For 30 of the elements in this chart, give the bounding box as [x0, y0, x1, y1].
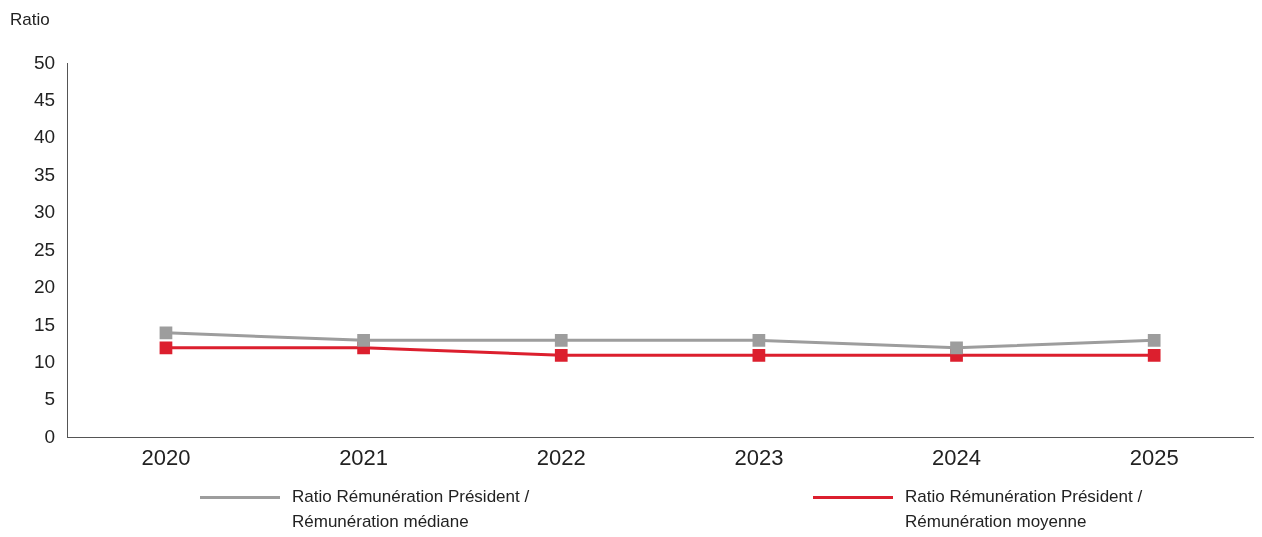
x-tick-label: 2021 — [339, 444, 389, 470]
point — [752, 333, 766, 347]
y-tick-label: 15 — [33, 313, 56, 335]
y-tick-label: 45 — [33, 89, 56, 111]
legend-label: Ratio Rémunération Président / Rémunération moyenne — [905, 486, 1144, 533]
point — [159, 341, 173, 355]
y-tick-label: 25 — [33, 238, 56, 260]
x-tick-label: 2023 — [734, 444, 784, 470]
point — [357, 333, 370, 347]
point — [1147, 333, 1161, 347]
point — [950, 341, 963, 355]
y-axis-title: Ratio — [10, 10, 50, 30]
y-tick-label: 10 — [33, 350, 56, 372]
point — [554, 333, 568, 347]
point — [752, 348, 766, 362]
x-tick-label: 2020 — [141, 444, 191, 470]
x-tick-label: 2025 — [1129, 444, 1179, 470]
point — [1147, 348, 1161, 362]
y-tick-label: 20 — [33, 276, 56, 298]
x-tick-label: 2022 — [536, 444, 586, 470]
x-tick-label: 2024 — [932, 444, 982, 470]
y-tick-label: 5 — [44, 388, 56, 410]
y-tick-label: 50 — [33, 51, 56, 73]
y-tick-label: 40 — [33, 126, 56, 148]
y-tick-label: 30 — [33, 201, 56, 223]
legend-label: Ratio Rémunération Président / Rémunération médiane — [292, 486, 531, 533]
y-tick-label: 0 — [44, 425, 56, 447]
point — [159, 326, 173, 340]
point — [554, 348, 568, 362]
y-tick-label: 35 — [33, 163, 56, 185]
